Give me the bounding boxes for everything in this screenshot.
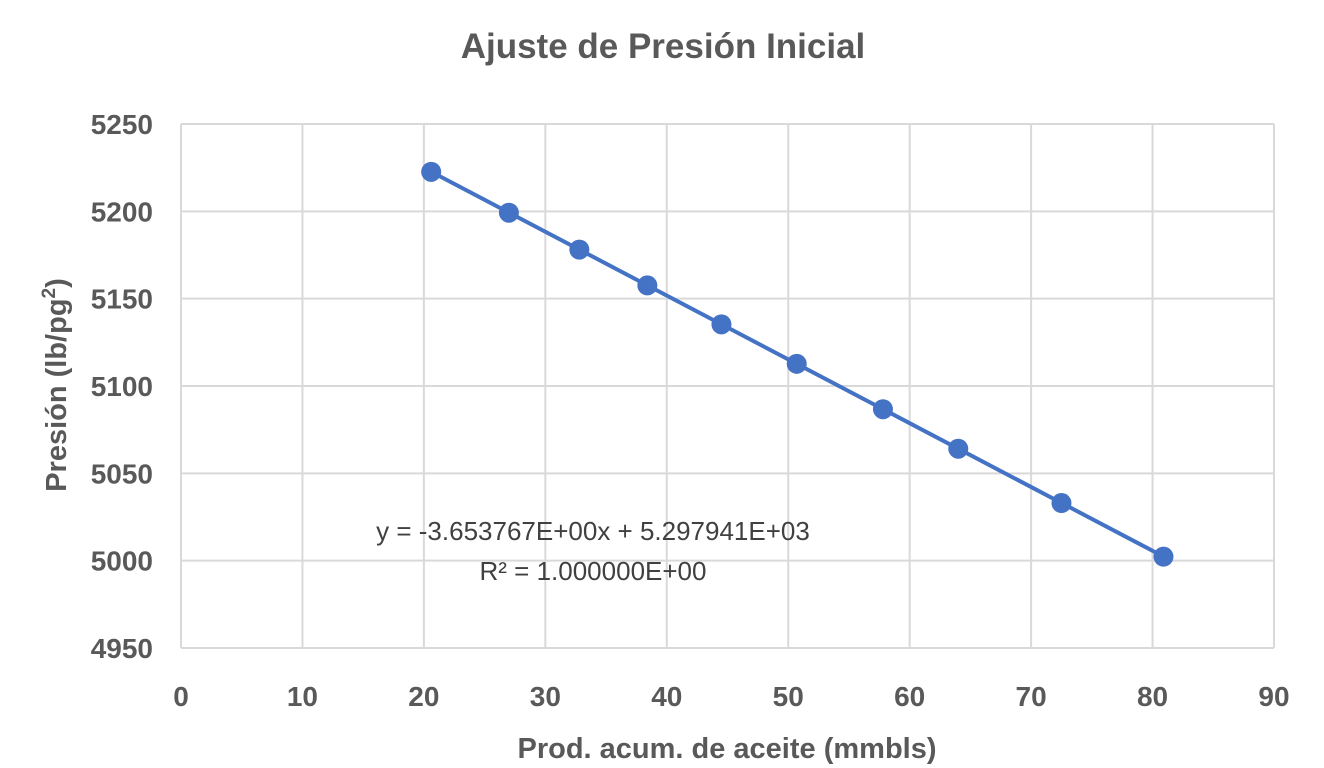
y-tick-label: 5250 xyxy=(91,109,153,140)
data-point xyxy=(1153,546,1174,567)
y-tick-label: 5000 xyxy=(91,546,153,577)
y-axis-title-main: Presión (lb/pg xyxy=(41,298,73,491)
y-axis-title-close: ) xyxy=(41,278,73,288)
x-tick-label: 0 xyxy=(173,681,189,712)
x-tick-label: 20 xyxy=(408,681,439,712)
x-tick-label: 50 xyxy=(773,681,804,712)
y-tick-label: 4950 xyxy=(91,633,153,664)
y-axis-title: Presión (lb/pg2) xyxy=(39,278,73,492)
data-point xyxy=(1051,493,1072,514)
x-tick-label: 60 xyxy=(894,681,925,712)
y-tick-label: 5050 xyxy=(91,458,153,489)
data-point xyxy=(872,399,893,420)
data-point xyxy=(711,314,732,335)
trendline-r2: R² = 1.000000E+00 xyxy=(480,556,707,586)
y-tick-label: 5150 xyxy=(91,284,153,315)
x-tick-label: 30 xyxy=(530,681,561,712)
data-point xyxy=(498,202,519,223)
data-point xyxy=(637,275,658,296)
x-tick-label: 70 xyxy=(1016,681,1047,712)
grid xyxy=(180,123,1275,649)
x-tick-label: 80 xyxy=(1137,681,1168,712)
trendline-equation: y = -3.653767E+00x + 5.297941E+03 xyxy=(376,516,810,546)
data-point xyxy=(569,239,590,260)
data-point xyxy=(421,161,442,182)
y-tick-label: 5100 xyxy=(91,371,153,402)
x-tick-labels: 0 10 20 30 40 50 60 70 80 90 xyxy=(173,681,1289,712)
data-point xyxy=(948,438,969,459)
x-tick-label: 10 xyxy=(287,681,318,712)
x-tick-label: 90 xyxy=(1258,681,1289,712)
chart-title: Ajuste de Presión Inicial xyxy=(461,27,866,66)
y-tick-label: 5200 xyxy=(91,196,153,227)
x-tick-label: 40 xyxy=(651,681,682,712)
data-point xyxy=(786,353,807,374)
y-axis-title-sup: 2 xyxy=(39,288,60,299)
y-tick-labels: 4950 5000 5050 5100 5150 5200 5250 xyxy=(91,109,153,664)
data-points xyxy=(421,161,1174,567)
x-axis-title: Prod. acum. de aceite (mmbls) xyxy=(517,733,936,765)
